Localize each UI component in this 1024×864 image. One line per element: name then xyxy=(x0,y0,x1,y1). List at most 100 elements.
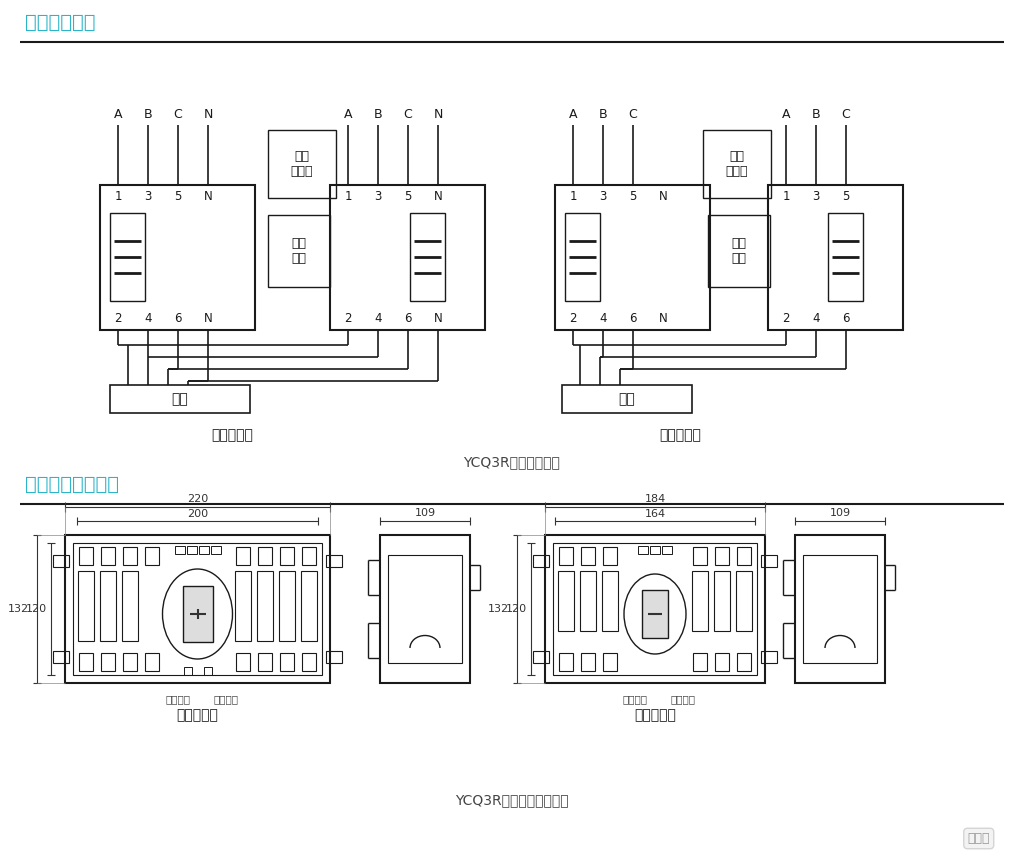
Bar xyxy=(258,653,272,671)
Text: 3: 3 xyxy=(812,190,819,204)
Bar xyxy=(236,653,250,671)
Bar xyxy=(803,555,877,663)
Text: 132: 132 xyxy=(487,604,509,614)
Text: N: N xyxy=(204,312,212,325)
Text: 6: 6 xyxy=(630,312,637,325)
Bar xyxy=(122,571,138,641)
Bar xyxy=(100,571,116,641)
Bar xyxy=(101,653,115,671)
Bar xyxy=(736,571,752,631)
Text: A: A xyxy=(114,109,122,122)
Bar xyxy=(603,653,617,671)
Text: A: A xyxy=(781,109,791,122)
Bar xyxy=(110,213,145,301)
Text: 四极外形图: 四极外形图 xyxy=(176,708,218,722)
Bar xyxy=(79,653,93,671)
Text: 5: 5 xyxy=(630,190,637,204)
Text: 主回路接线图: 主回路接线图 xyxy=(25,12,95,31)
Bar xyxy=(761,555,777,567)
Bar xyxy=(234,571,251,641)
Bar xyxy=(199,546,209,554)
Bar xyxy=(79,547,93,565)
Bar xyxy=(123,547,137,565)
Text: 4: 4 xyxy=(144,312,152,325)
Text: 6: 6 xyxy=(404,312,412,325)
Text: A: A xyxy=(344,109,352,122)
Text: 1: 1 xyxy=(344,190,352,204)
Bar xyxy=(174,546,184,554)
Text: 109: 109 xyxy=(415,508,435,518)
Bar xyxy=(123,653,137,671)
Bar xyxy=(737,547,751,565)
Text: 4: 4 xyxy=(599,312,607,325)
Text: 备用合闸: 备用合闸 xyxy=(213,694,238,704)
Text: N: N xyxy=(658,312,668,325)
Bar xyxy=(708,215,770,287)
Bar xyxy=(53,555,69,567)
Bar xyxy=(553,543,757,675)
Text: N: N xyxy=(433,312,442,325)
Bar xyxy=(581,653,595,671)
Bar xyxy=(559,653,573,671)
Bar xyxy=(326,651,342,663)
Bar xyxy=(186,546,197,554)
Text: 三极接线图: 三极接线图 xyxy=(659,428,701,442)
Bar xyxy=(302,653,316,671)
Text: 四极接线图: 四极接线图 xyxy=(211,428,253,442)
Bar xyxy=(302,547,316,565)
Text: 2: 2 xyxy=(569,312,577,325)
Bar xyxy=(714,571,730,631)
Bar xyxy=(602,571,618,631)
Text: 6: 6 xyxy=(843,312,850,325)
Text: 2: 2 xyxy=(344,312,352,325)
Bar xyxy=(693,653,707,671)
Text: 1: 1 xyxy=(115,190,122,204)
Text: 109: 109 xyxy=(829,508,851,518)
Bar xyxy=(280,547,294,565)
Text: A: A xyxy=(568,109,578,122)
Bar xyxy=(204,667,212,675)
Bar xyxy=(258,547,272,565)
Text: B: B xyxy=(812,109,820,122)
Text: C: C xyxy=(403,109,413,122)
Bar xyxy=(795,535,885,683)
Text: 120: 120 xyxy=(26,604,47,614)
Text: 4: 4 xyxy=(812,312,820,325)
Bar xyxy=(562,385,692,413)
Bar xyxy=(559,547,573,565)
Bar xyxy=(78,571,94,641)
Text: N: N xyxy=(433,190,442,204)
Bar xyxy=(715,547,729,565)
Text: B: B xyxy=(599,109,607,122)
Text: N: N xyxy=(433,109,442,122)
Bar xyxy=(642,590,668,638)
Text: 第一梯: 第一梯 xyxy=(968,832,990,845)
Bar xyxy=(558,571,574,631)
Bar xyxy=(183,667,191,675)
Text: C: C xyxy=(842,109,850,122)
Bar xyxy=(534,555,549,567)
Bar xyxy=(268,130,336,198)
Bar xyxy=(145,653,159,671)
Bar xyxy=(581,547,595,565)
Text: 常用合闸: 常用合闸 xyxy=(165,694,190,704)
Text: YCQ3R外形及安装尺寸图: YCQ3R外形及安装尺寸图 xyxy=(456,793,568,807)
Bar xyxy=(211,546,220,554)
Text: 200: 200 xyxy=(187,509,208,519)
Text: 5: 5 xyxy=(404,190,412,204)
Text: 2: 2 xyxy=(782,312,790,325)
Bar xyxy=(715,653,729,671)
Bar xyxy=(580,571,596,631)
Text: 120: 120 xyxy=(506,604,527,614)
Bar xyxy=(326,555,342,567)
Bar xyxy=(534,651,549,663)
Bar xyxy=(692,571,708,631)
Bar xyxy=(410,213,445,301)
Bar xyxy=(330,185,485,330)
Text: 外形及安装尺寸图: 外形及安装尺寸图 xyxy=(25,474,119,493)
Bar xyxy=(761,651,777,663)
Text: 机械
连锁: 机械 连锁 xyxy=(292,237,306,265)
Text: C: C xyxy=(174,109,182,122)
Text: 智能
控制器: 智能 控制器 xyxy=(726,150,749,178)
Bar xyxy=(768,185,903,330)
